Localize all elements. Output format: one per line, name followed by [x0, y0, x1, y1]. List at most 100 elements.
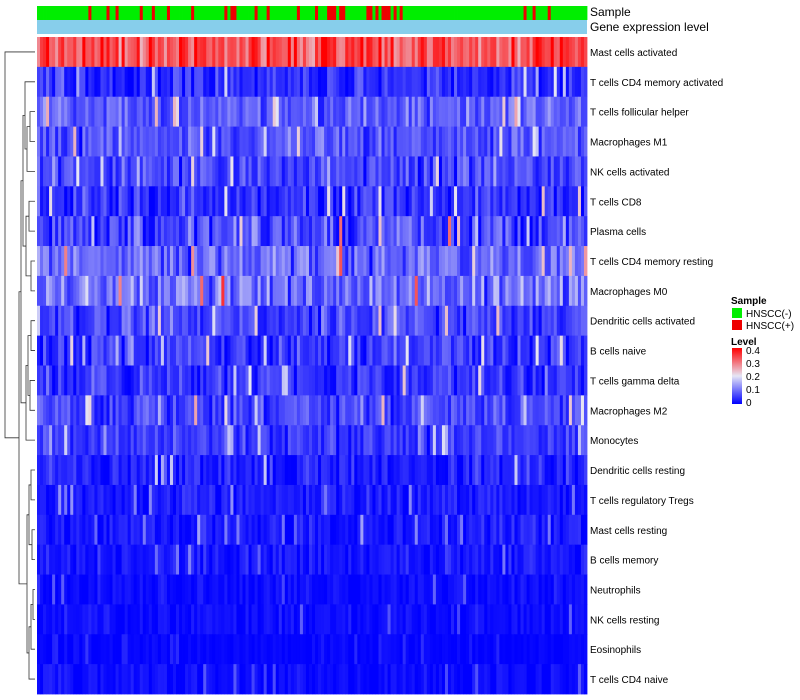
heatmap-cell	[426, 156, 431, 187]
sample-annotation-cell	[472, 6, 476, 20]
heatmap-cell	[369, 664, 373, 695]
heatmap-cell	[281, 66, 286, 98]
heatmap-cell	[94, 395, 98, 426]
heatmap-cell	[348, 574, 352, 605]
heatmap-cell	[571, 156, 576, 187]
heatmap-cell	[182, 544, 186, 575]
heatmap-cell	[230, 425, 234, 456]
heatmap-cell	[151, 664, 156, 695]
heatmap-cell	[478, 66, 482, 98]
heatmap-cell	[405, 156, 410, 187]
heatmap-cell	[517, 216, 521, 247]
heatmap-cell	[206, 96, 210, 127]
heatmap-cell	[339, 96, 343, 127]
heatmap-cell	[49, 96, 53, 127]
heatmap-cell	[414, 246, 419, 277]
heatmap-cell	[571, 484, 576, 516]
heatmap-cell	[257, 335, 262, 366]
heatmap-cell	[402, 66, 407, 98]
dendrogram-branch	[29, 111, 35, 142]
heatmap-cell	[166, 634, 171, 665]
sample-annotation-cell	[532, 6, 537, 20]
heatmap-cell	[454, 126, 458, 157]
heatmap-cell	[169, 66, 174, 98]
heatmap-cell	[478, 126, 482, 157]
heatmap-cell	[568, 246, 573, 277]
heatmap-cell	[508, 484, 512, 516]
legend-label-hnscc-pos: HNSCC(+)	[746, 321, 794, 332]
heatmap-cell	[342, 186, 346, 217]
heatmap-cell	[466, 96, 470, 127]
heatmap-cell	[64, 574, 68, 605]
sample-annotation-cell	[197, 6, 201, 20]
heatmap-cell	[520, 246, 524, 277]
heatmap-cell	[191, 156, 195, 187]
heatmap-cell	[583, 275, 588, 307]
heatmap-cell	[336, 246, 340, 277]
heatmap-cell	[520, 275, 524, 307]
heatmap-cell	[351, 305, 355, 337]
heatmap-cell	[227, 96, 231, 127]
heatmap-cell	[97, 186, 101, 217]
heatmap-cell	[212, 484, 216, 516]
heatmap-cell	[248, 664, 252, 695]
heatmap-cell	[197, 634, 201, 665]
heatmap-cell	[484, 574, 488, 605]
heatmap-cell	[97, 156, 101, 187]
heatmap-cell	[239, 66, 243, 98]
heatmap-cell	[49, 634, 53, 665]
heatmap-cell	[544, 664, 549, 695]
heatmap-cell	[94, 305, 98, 337]
heatmap-cell	[308, 156, 313, 187]
heatmap-cell	[565, 425, 570, 456]
heatmap-cell	[571, 275, 576, 307]
heatmap-cell	[339, 544, 343, 575]
heatmap-cell	[215, 455, 219, 486]
heatmap-cell	[172, 186, 177, 217]
heatmap-cell	[103, 544, 107, 575]
heatmap-cell	[438, 425, 443, 456]
heatmap-cell	[577, 484, 582, 516]
heatmap-cell	[342, 544, 346, 575]
heatmap-cell	[333, 544, 337, 575]
heatmap-cell	[233, 604, 237, 635]
heatmap-cell	[529, 484, 534, 516]
heatmap-cell	[327, 455, 331, 486]
heatmap-cell	[402, 156, 407, 187]
heatmap-cell	[357, 37, 361, 68]
heatmap-cell	[405, 216, 410, 247]
heatmap-cell	[191, 246, 195, 277]
heatmap-cell	[571, 216, 576, 247]
heatmap-cell	[411, 514, 416, 546]
heatmap-cell	[565, 574, 570, 605]
heatmap-cell	[245, 484, 249, 516]
heatmap-cell	[115, 216, 119, 247]
heatmap-cell	[157, 275, 162, 307]
heatmap-cell	[342, 66, 346, 98]
heatmap-cell	[472, 126, 476, 157]
heatmap-cell	[151, 604, 156, 635]
sample-annotation-cell	[396, 6, 401, 20]
heatmap-cell	[526, 305, 530, 337]
sample-annotation-cell	[324, 6, 328, 20]
heatmap-cell	[330, 425, 334, 456]
heatmap-cell	[478, 156, 482, 187]
heatmap-cell	[535, 455, 540, 486]
heatmap-cell	[541, 634, 546, 665]
heatmap-cell	[327, 574, 331, 605]
heatmap-cell	[321, 664, 325, 695]
heatmap-cell	[538, 305, 543, 337]
heatmap-cell	[490, 275, 494, 307]
heatmap-cell	[384, 275, 388, 307]
heatmap-cell	[188, 216, 192, 247]
heatmap-cell	[91, 305, 95, 337]
heatmap-cell	[429, 365, 434, 396]
legend: Sample HNSCC(-) HNSCC(+) Level 0.40.30.2…	[731, 296, 794, 409]
heatmap-cell	[254, 634, 259, 665]
heatmap-cell	[454, 335, 458, 366]
heatmap-cell	[230, 275, 234, 307]
dendrogram-branch	[32, 589, 35, 620]
heatmap-cell	[76, 425, 80, 456]
heatmap-cell	[432, 484, 437, 516]
heatmap-cell	[312, 66, 316, 98]
